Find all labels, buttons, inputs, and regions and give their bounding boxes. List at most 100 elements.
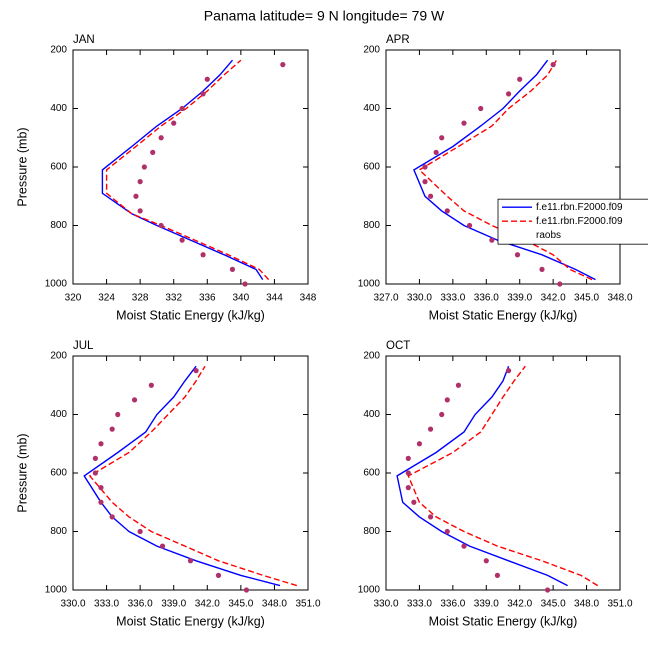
raob-point [461, 543, 467, 549]
y-tick-label: 400 [363, 409, 380, 420]
y-tick-label: 800 [363, 220, 380, 231]
series-line [418, 59, 593, 281]
plot-frame [385, 49, 621, 285]
y-tick-label: 1000 [358, 585, 381, 596]
raob-point [92, 470, 98, 476]
series-line [407, 365, 599, 587]
x-tick-label: 336 [199, 293, 216, 304]
x-axis-label: Moist Static Energy (kJ/kg) [116, 614, 265, 628]
raob-point [539, 266, 545, 272]
raob-point [444, 397, 450, 403]
x-tick-label: 330.0 [60, 599, 85, 610]
y-tick-label: 600 [363, 468, 380, 479]
series-line [396, 365, 568, 587]
x-tick-label: 333.0 [440, 293, 465, 304]
raob-point [427, 514, 434, 520]
raob-point [280, 62, 286, 68]
raob-point [92, 455, 98, 461]
raob-point [133, 193, 139, 199]
x-tick-label: 344 [266, 293, 283, 304]
x-tick-label: 348.0 [607, 293, 632, 304]
x-tick-label: 339.0 [474, 599, 499, 610]
raob-point [550, 62, 556, 68]
panel-title: OCT [386, 340, 410, 352]
raob-point [243, 587, 250, 593]
x-tick-label: 332 [165, 293, 182, 304]
y-axis-label: Pressure (mb) [15, 433, 29, 512]
raob-point [557, 281, 563, 287]
x-tick-label: 342.0 [507, 599, 532, 610]
x-tick-label: 351.0 [295, 599, 320, 610]
x-tick-label: 340 [233, 293, 250, 304]
raob-point [109, 514, 115, 520]
y-tick-label: 800 [363, 526, 380, 537]
x-tick-label: 328 [132, 293, 149, 304]
raob-point [514, 252, 521, 258]
raob-point [505, 91, 512, 97]
raob-point [98, 485, 104, 491]
x-tick-label: 330.0 [407, 293, 432, 304]
series-line [83, 365, 281, 587]
y-tick-label: 400 [50, 103, 67, 114]
raob-point [131, 397, 138, 403]
x-tick-label: 333.0 [407, 599, 432, 610]
raob-point [98, 499, 104, 505]
y-tick-label: 200 [363, 351, 380, 362]
series-line [413, 59, 596, 281]
y-tick-label: 200 [50, 45, 67, 56]
raob-point [215, 572, 222, 578]
x-tick-label: 342.0 [195, 599, 220, 610]
raob-point [200, 91, 206, 97]
x-tick-label: 327.0 [373, 293, 398, 304]
raob-point [179, 105, 185, 112]
x-tick-label: 336.0 [128, 599, 153, 610]
raob-point [405, 455, 411, 461]
x-tick-label: 333.0 [94, 599, 119, 610]
raob-point [494, 572, 501, 578]
x-tick-label: 345.0 [574, 293, 599, 304]
y-tick-label: 600 [50, 162, 67, 173]
raob-point [405, 470, 411, 476]
y-tick-label: 200 [363, 45, 380, 56]
figure-title: Panama latitude= 9 N longitude= 79 W [204, 8, 445, 24]
series-line [105, 59, 270, 281]
y-axis-label: Pressure (mb) [15, 127, 29, 206]
raob-point [150, 149, 156, 155]
plot-frame [385, 355, 621, 591]
x-tick-label: 339.0 [507, 293, 532, 304]
panel-title: APR [386, 34, 410, 46]
raob-point [517, 76, 523, 82]
raob-point [200, 252, 206, 258]
raob-point [439, 411, 445, 418]
raob-point [109, 426, 115, 432]
raob-point [444, 528, 450, 535]
x-tick-label: 348.0 [262, 599, 287, 610]
raob-point [137, 528, 143, 535]
x-axis-label: Moist Static Energy (kJ/kg) [429, 614, 578, 628]
x-axis-label: Moist Static Energy (kJ/kg) [429, 308, 578, 322]
x-tick-label: 342.0 [541, 293, 566, 304]
y-tick-label: 800 [50, 220, 67, 231]
x-tick-label: 339.0 [161, 599, 186, 610]
panel: JAN 320 324 328 332 336 340 344 348 200 400 600 800 1… [15, 34, 316, 322]
panel: JUL 330.0 333.0 336.0 339.0 342.0 345.0 348.0 35… [15, 340, 321, 628]
raob-point [141, 164, 147, 170]
x-tick-label: 345.0 [228, 599, 253, 610]
raob-point [193, 368, 199, 374]
x-tick-label: 351.0 [607, 599, 632, 610]
raob-point [422, 179, 428, 185]
y-tick-label: 800 [50, 526, 67, 537]
raob-point [204, 76, 210, 82]
raob-point [416, 441, 423, 447]
raob-point [489, 237, 495, 243]
y-tick-label: 400 [50, 409, 67, 420]
raob-point [98, 441, 104, 447]
raob-point [422, 164, 428, 170]
y-tick-label: 1000 [358, 279, 381, 290]
y-tick-label: 200 [50, 351, 67, 362]
x-tick-label: 324 [98, 293, 115, 304]
y-tick-label: 400 [363, 103, 380, 114]
panel-title: JAN [73, 34, 95, 46]
raob-point [483, 558, 489, 564]
